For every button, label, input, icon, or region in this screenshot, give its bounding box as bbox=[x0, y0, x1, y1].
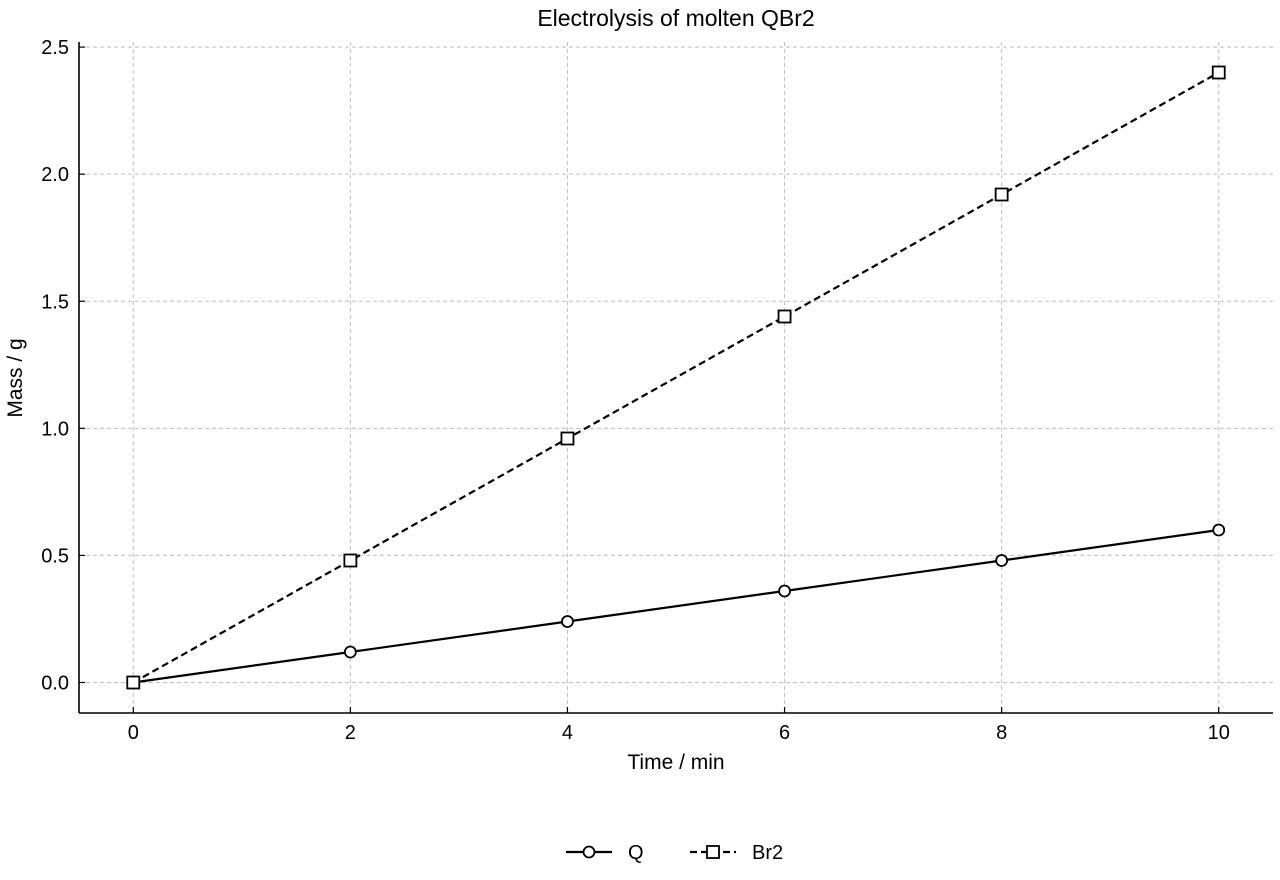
series bbox=[126, 65, 1226, 690]
y-tick-label: 0.0 bbox=[41, 673, 69, 695]
data-point-q bbox=[343, 645, 357, 659]
legend-marker bbox=[582, 845, 596, 859]
data-point-q bbox=[1212, 523, 1226, 537]
legend-marker bbox=[706, 845, 720, 859]
data-point-br2 bbox=[994, 187, 1009, 202]
x-tick-label: 2 bbox=[345, 722, 356, 744]
y-tick-label: 2.0 bbox=[41, 164, 69, 186]
data-point-br2 bbox=[126, 675, 141, 690]
data-point-q bbox=[778, 584, 791, 598]
data-point-br2 bbox=[1211, 65, 1226, 80]
legend-label: Q bbox=[628, 842, 644, 864]
grid bbox=[79, 42, 1273, 713]
x-tick-label: 4 bbox=[562, 722, 573, 744]
y-tick-label: 1.0 bbox=[41, 418, 69, 440]
series-br2 bbox=[126, 65, 1226, 690]
series-line-br2 bbox=[132, 71, 1220, 684]
legend: Q Br2 bbox=[566, 842, 783, 864]
legend-item-q: Q bbox=[566, 842, 644, 864]
series-line-q bbox=[133, 528, 1219, 684]
x-tick-label: 6 bbox=[779, 722, 790, 744]
series-q bbox=[126, 523, 1226, 689]
data-point-q bbox=[561, 615, 574, 628]
chart-title: Electrolysis of molten QBr2 bbox=[537, 5, 814, 31]
legend-item-br2: Br2 bbox=[690, 842, 783, 864]
y-tick-label: 1.5 bbox=[41, 291, 69, 313]
data-point-br2 bbox=[560, 431, 575, 446]
data-point-q bbox=[995, 554, 1009, 567]
x-axis-title: Time / min bbox=[627, 751, 724, 774]
y-tick-label: 2.5 bbox=[41, 37, 69, 59]
data-point-br2 bbox=[343, 553, 358, 568]
ticks: 0 2 4 6 8 10 0.0 0.5 1.0 1.5 2.0 2.5 bbox=[41, 37, 1230, 744]
x-tick-label: 8 bbox=[996, 722, 1007, 744]
legend-label: Br2 bbox=[752, 842, 783, 864]
x-tick-label: 10 bbox=[1208, 722, 1230, 744]
data-point-br2 bbox=[777, 309, 792, 324]
y-tick-label: 0.5 bbox=[41, 545, 69, 567]
x-tick-label: 0 bbox=[128, 722, 139, 744]
y-axis-title: Mass / g bbox=[4, 338, 27, 417]
axes bbox=[78, 42, 1273, 714]
